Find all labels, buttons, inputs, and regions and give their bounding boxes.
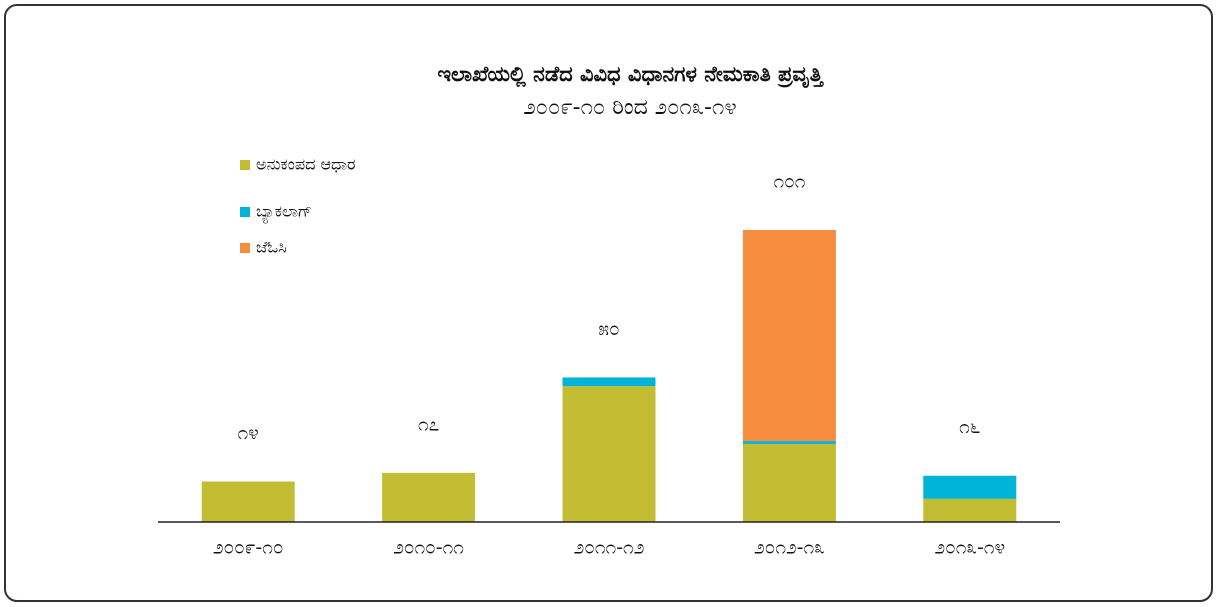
legend-swatch: [240, 243, 250, 253]
bar-segment: [742, 230, 836, 442]
bar-segment: [742, 443, 836, 522]
legend-swatch: [240, 207, 250, 217]
total-label: ೫೦: [598, 318, 619, 340]
total-label: ೧೪: [238, 422, 259, 444]
total-label: ೧೦೧: [773, 171, 805, 193]
x-tick-label: ೨೦೧೩-೧೪: [934, 537, 1005, 559]
bar-segment: [742, 441, 836, 444]
bar-segment: [562, 377, 656, 387]
x-tick-label: ೨೦೧೧-೧೨: [574, 537, 645, 559]
legend-label: ಅನುಕಂಪದ ಆಧಾರ: [256, 155, 356, 174]
legend-label: ಜೆಓಸಿ: [256, 238, 287, 257]
x-tick-label: ೨೦೦೯-೧೦: [213, 537, 284, 559]
legend-swatch: [240, 160, 250, 170]
frame: [4, 4, 1213, 602]
total-label: ೧೭: [418, 413, 439, 435]
legend-label: ಬ್ಯಾಕಲಾಗ್: [256, 202, 312, 224]
x-tick-label: ೨೦೧೦-೧೧: [393, 537, 464, 559]
bar-segment: [923, 498, 1017, 522]
chart-subtitle: ೨೦೦೯-೧೦ ರಿಂದ ೨೦೧೩-೧೪: [523, 95, 736, 120]
bar-segment: [382, 472, 476, 522]
bar-segment: [201, 481, 295, 522]
total-label: ೧೬: [959, 416, 980, 438]
x-tick-label: ೨೦೧೨-೧೩: [754, 537, 825, 559]
bar-segment: [562, 386, 656, 522]
chart-title: ಇಲಾಖೆಯಲ್ಲಿ ನಡೆದ ವಿವಿಧ ವಿಧಾನಗಳ ನೇಮಕಾತಿ ಪ್…: [437, 62, 824, 88]
bar-segment: [923, 475, 1017, 499]
